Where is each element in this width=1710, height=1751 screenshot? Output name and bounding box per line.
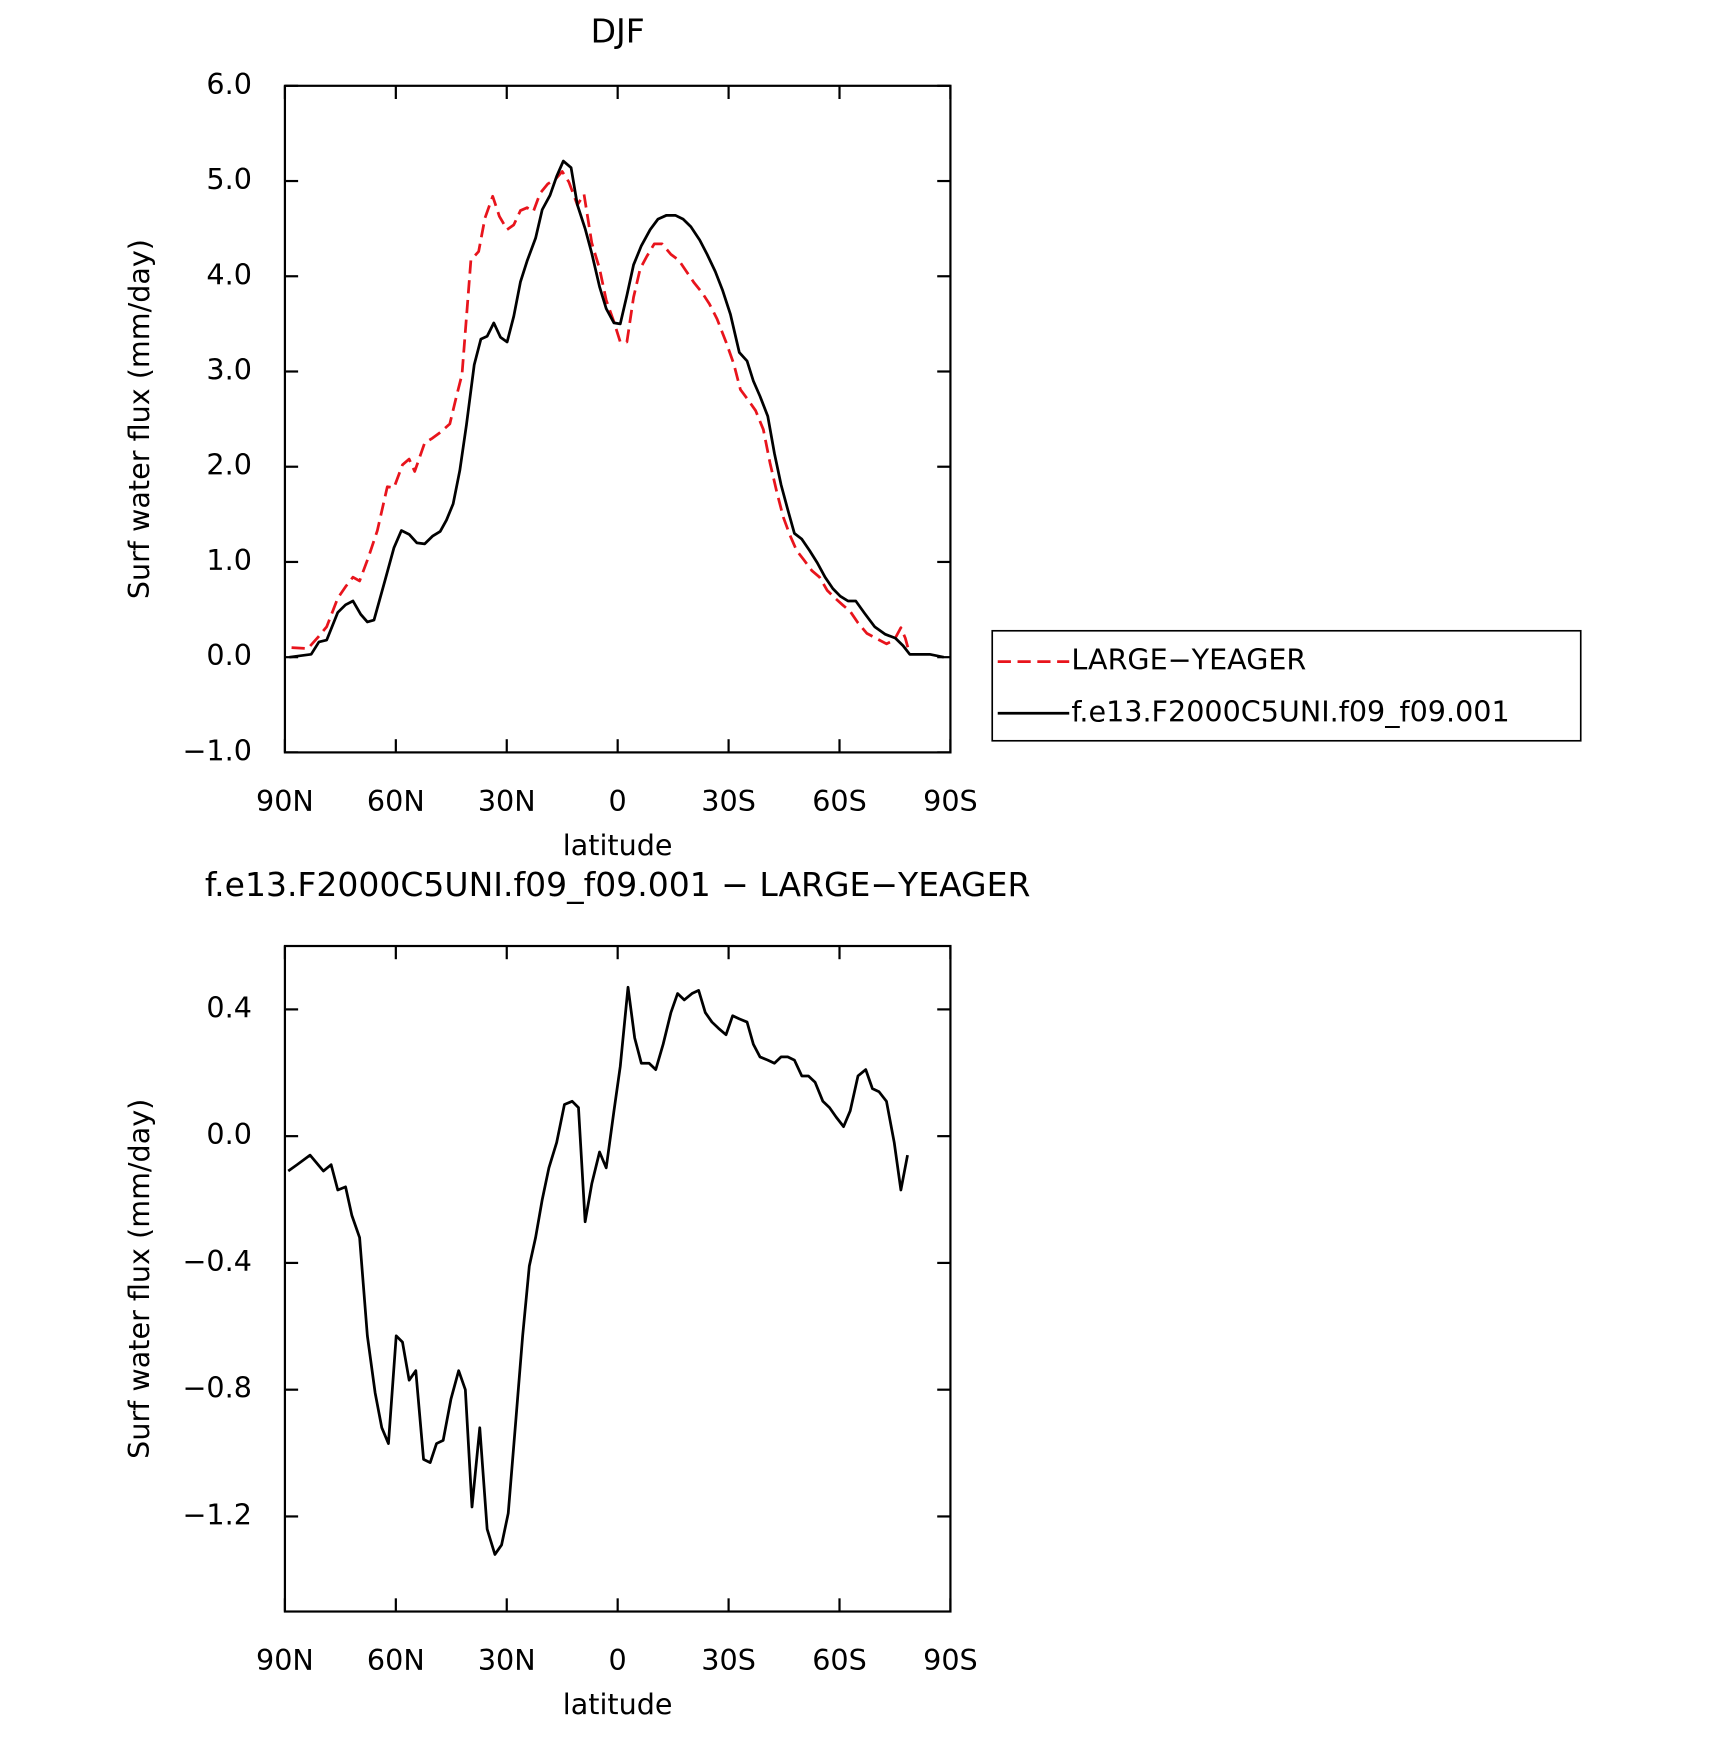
y-tick-label: 0.4 <box>206 990 251 1024</box>
y-tick-label: 3.0 <box>206 352 251 386</box>
data-line <box>291 170 912 655</box>
legend-label: f.e13.F2000C5UNI.f09_f09.001 <box>1071 694 1509 728</box>
y-tick-label: −1.2 <box>182 1497 251 1531</box>
x-tick-label: 60N <box>367 1643 425 1677</box>
x-axis-label: latitude <box>563 828 673 862</box>
y-tick-label: 4.0 <box>206 257 251 291</box>
legend-label: LARGE−YEAGER <box>1071 643 1306 677</box>
y-axis-label: Surf water flux (mm/day) <box>122 239 156 599</box>
x-axis-label: latitude <box>563 1687 673 1721</box>
chart-title: DJF <box>591 12 645 51</box>
x-tick-label: 90S <box>923 784 978 818</box>
x-tick-label: 0 <box>609 784 627 818</box>
x-tick-label: 60S <box>812 784 867 818</box>
data-line <box>289 159 945 659</box>
y-tick-label: −1.0 <box>182 733 251 767</box>
y-tick-label: 5.0 <box>206 162 251 196</box>
y-tick-label: 2.0 <box>206 448 251 482</box>
x-tick-label: 30N <box>478 784 536 818</box>
plot-frame <box>283 944 952 1613</box>
x-tick-label: 30S <box>701 784 756 818</box>
y-tick-label: 1.0 <box>206 543 251 577</box>
x-tick-label: 60N <box>367 784 425 818</box>
x-tick-label: 90N <box>256 784 314 818</box>
data-line <box>287 985 909 1556</box>
y-tick-label: 0.0 <box>206 1117 251 1151</box>
y-tick-label: 6.0 <box>206 67 251 101</box>
x-tick-label: 90S <box>923 1643 978 1677</box>
x-tick-label: 30N <box>478 1643 536 1677</box>
x-tick-label: 0 <box>609 1643 627 1677</box>
y-tick-label: −0.8 <box>182 1371 251 1405</box>
legend-box <box>991 629 1582 742</box>
x-tick-label: 90N <box>256 1643 314 1677</box>
plot-frame <box>283 84 952 754</box>
x-tick-label: 30S <box>701 1643 756 1677</box>
y-tick-label: −0.4 <box>182 1244 251 1278</box>
y-axis-label: Surf water flux (mm/day) <box>122 1099 156 1459</box>
chart-title: f.e13.F2000C5UNI.f09_f09.001 − LARGE−YEA… <box>205 865 1030 904</box>
y-tick-label: 0.0 <box>206 638 251 672</box>
x-tick-label: 60S <box>812 1643 867 1677</box>
